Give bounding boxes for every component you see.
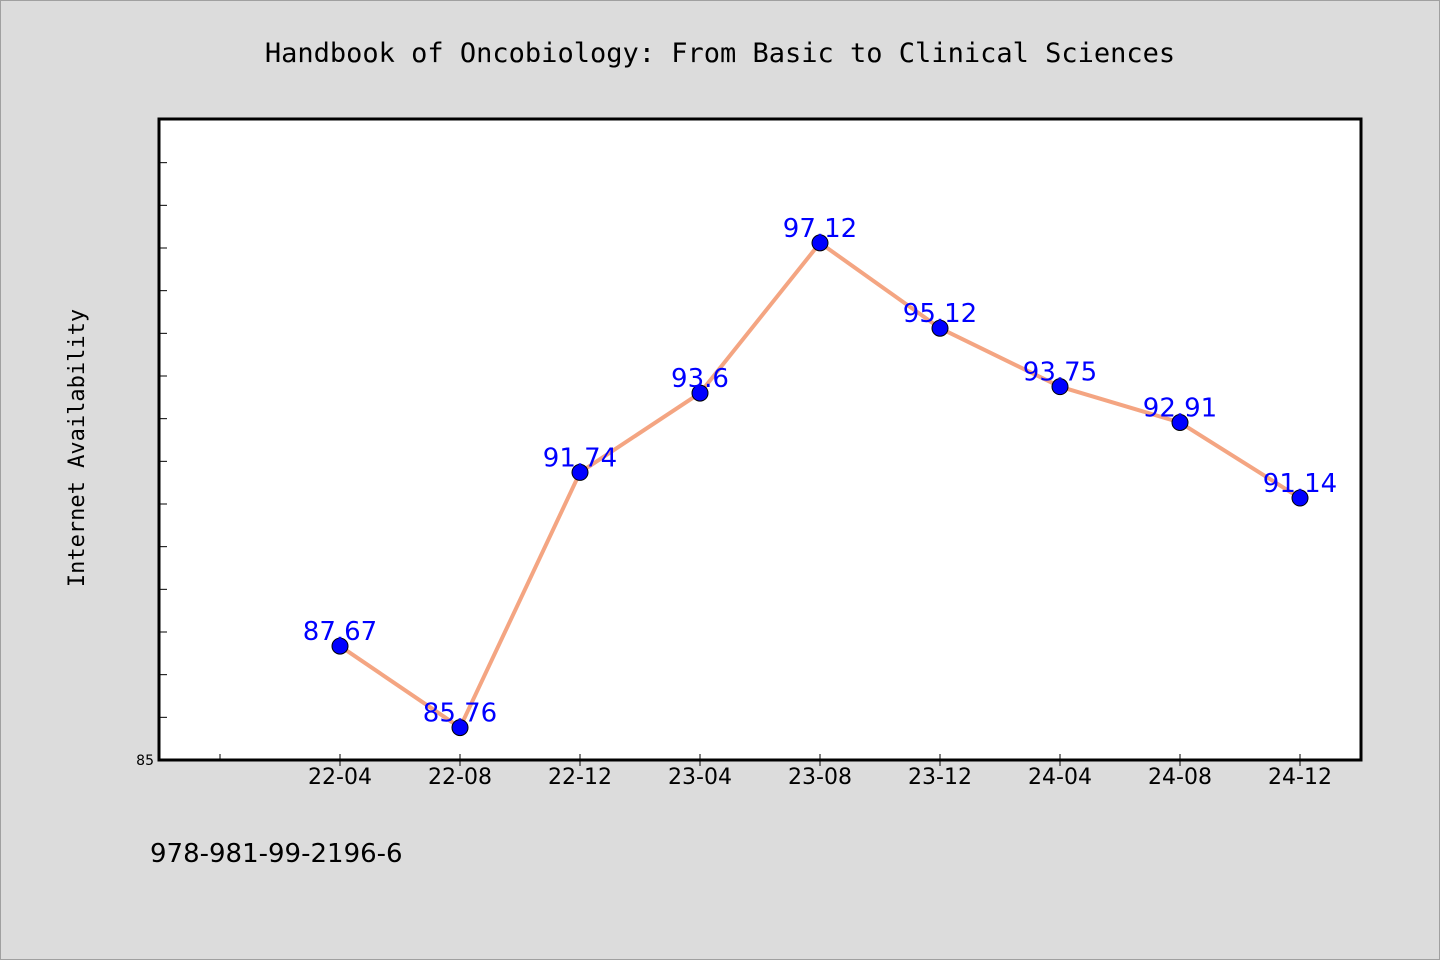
x-tick-label: 23-12 (908, 765, 972, 790)
y-axis-ticks: 85 (136, 162, 167, 769)
data-point (1291, 489, 1309, 507)
data-label: 91.14 (1263, 469, 1337, 499)
data-point (1051, 378, 1069, 396)
y-tick-label: 85 (136, 753, 154, 769)
data-label: 85.76 (423, 699, 497, 729)
data-point (331, 637, 349, 655)
data-point (931, 319, 949, 337)
data-markers (331, 234, 1309, 737)
data-point (1171, 414, 1189, 432)
data-point (811, 234, 829, 252)
data-label: 95.12 (903, 299, 977, 329)
x-axis-ticks: 22-04 22-08 22-12 23-04 23-08 23-12 24-04 24-08… (219, 754, 1332, 790)
data-point (691, 384, 709, 402)
data-label: 92.91 (1143, 394, 1217, 424)
y-axis-label: Internet Availability (65, 309, 90, 587)
data-point (571, 463, 589, 481)
data-labels: 87.67 85.76 91.74 93.6 97.12 95.12 93.75 92.91 9… (303, 214, 1337, 729)
x-tick-label: 24-04 (1028, 765, 1092, 790)
chart-title: Handbook of Oncobiology: From Basic to C… (265, 38, 1175, 69)
x-tick-label: 22-08 (428, 765, 492, 790)
data-point (451, 719, 469, 737)
x-tick-label: 22-12 (548, 765, 612, 790)
x-tick-label: 23-04 (668, 765, 732, 790)
isbn-footer: 978-981-99-2196-6 (150, 839, 403, 869)
x-tick-label: 24-08 (1148, 765, 1212, 790)
data-label: 97.12 (783, 214, 857, 244)
x-tick-label: 23-08 (788, 765, 852, 790)
data-label: 93.75 (1023, 358, 1097, 388)
data-label: 91.74 (543, 443, 617, 473)
data-label: 93.6 (671, 364, 729, 394)
plot-area (157, 117, 1363, 762)
data-label: 87.67 (303, 617, 377, 647)
x-tick-label: 22-04 (308, 765, 372, 790)
x-tick-label: 24-12 (1268, 765, 1332, 790)
